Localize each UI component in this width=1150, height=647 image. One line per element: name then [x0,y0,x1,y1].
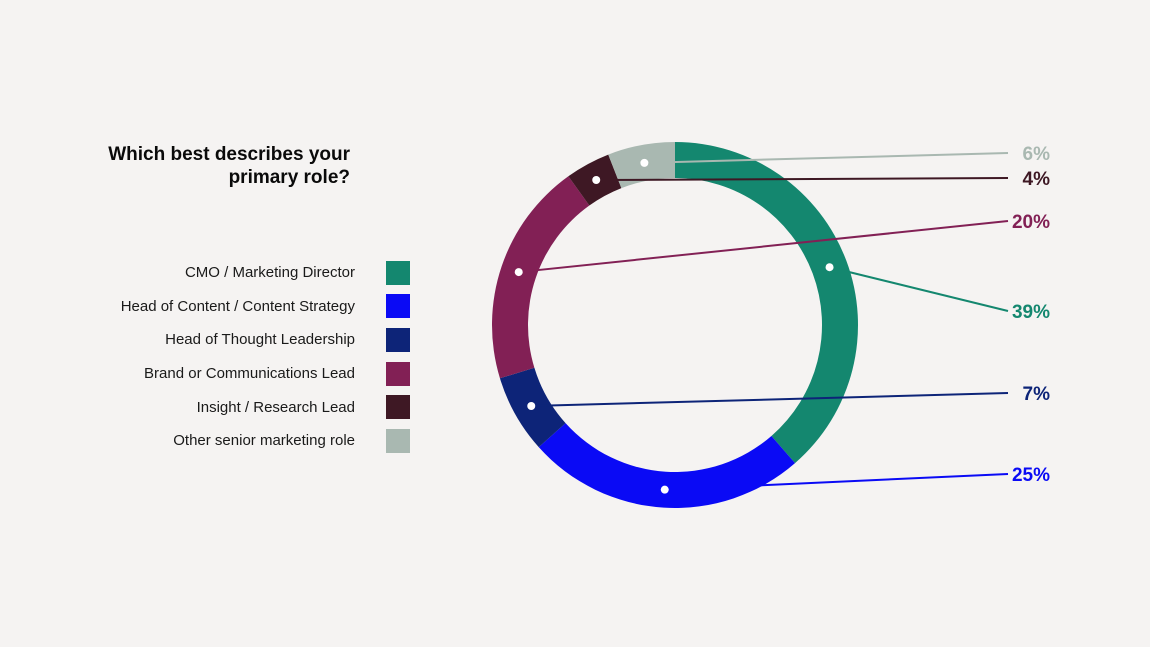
legend-label: Insight / Research Lead [196,398,355,416]
legend-item: Head of Content / Content Strategy [40,290,410,324]
data-label-brand-communications-lead: 20% [1012,212,1050,233]
legend-item: Other senior marketing role [40,424,410,458]
leader-line-insight-research-lead [596,177,1009,182]
data-label-insight-research-lead: 4% [1023,169,1051,190]
legend-swatch [386,260,410,285]
legend-label: Other senior marketing role [173,432,355,450]
leader-dot-brand-communications-lead [514,268,523,277]
legend-swatch [386,395,410,420]
data-label-cmo-marketing-director: 39% [1012,302,1050,323]
data-label-head-of-content: 25% [1012,465,1050,486]
donut-slice-head-of-content [538,423,796,508]
legend-swatch [386,294,410,319]
legend-item: Insight / Research Lead [40,390,410,424]
legend-label: Brand or Communications Lead [144,365,355,383]
leader-line-brand-communications-lead [518,220,1009,274]
leader-dot-head-of-thought-leadership [527,402,536,411]
legend-swatch [386,361,410,386]
chart-title: Which best describes your primary role? [108,144,350,188]
donut-slice-brand-communications-lead [492,176,590,379]
leader-line-head-of-content [664,473,1009,491]
legend-item: CMO / Marketing Director [40,256,410,290]
leader-dot-other-senior-marketing [640,158,649,167]
leader-line-head-of-thought-leadership [531,392,1009,408]
donut-slice-cmo-marketing-director [675,142,858,464]
legend-swatch [386,327,410,352]
leader-dot-cmo-marketing-director [825,263,834,272]
legend: CMO / Marketing Director Head of Content… [40,256,410,458]
legend-item: Brand or Communications Lead [40,357,410,391]
leader-dot-head-of-content [660,485,669,494]
legend-label: Head of Content / Content Strategy [120,297,355,315]
legend-swatch [386,428,410,453]
leader-dot-insight-research-lead [592,176,601,185]
legend-label: Head of Thought Leadership [165,331,355,349]
legend-item: Head of Thought Leadership [40,323,410,357]
leader-line-cmo-marketing-director [829,266,1009,312]
legend-label: CMO / Marketing Director [184,264,355,282]
leader-line-other-senior-marketing [644,152,1009,164]
data-label-head-of-thought-leadership: 7% [1023,384,1051,405]
data-label-other-senior-marketing: 6% [1023,144,1051,165]
